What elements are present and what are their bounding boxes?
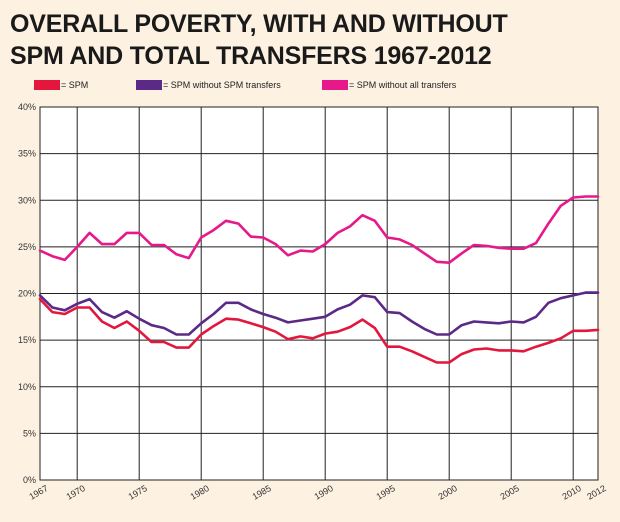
y-tick-label: 25% (18, 242, 36, 252)
legend-label-spm-without-spm-transfers: = SPM without SPM transfers (163, 80, 281, 90)
y-tick-label: 40% (18, 102, 36, 112)
legend-item-spm-without-spm-transfers: = SPM without SPM transfers (136, 80, 281, 90)
x-tick-label: 2012 (585, 483, 607, 502)
y-tick-label: 10% (18, 382, 36, 392)
x-tick-label: 1967 (27, 483, 49, 502)
legend-item-spm-without-all-transfers: = SPM without all transfers (322, 80, 456, 90)
x-tick-label: 1970 (65, 483, 87, 502)
legend-item-spm: = SPM (34, 80, 88, 90)
x-tick-label: 1980 (189, 483, 211, 502)
chart-title: OVERALL POVERTY, WITH AND WITHOUT SPM AN… (10, 8, 610, 72)
x-tick-label: 1990 (313, 483, 335, 502)
x-tick-label: 1985 (251, 483, 273, 502)
x-tick-label: 1995 (375, 483, 397, 502)
y-tick-label: 35% (18, 149, 36, 159)
legend-swatch-spm (34, 80, 60, 90)
x-tick-label: 2000 (437, 483, 459, 502)
y-tick-label: 5% (23, 428, 36, 438)
legend: = SPM = SPM without SPM transfers = SPM … (0, 80, 620, 96)
x-tick-label: 2005 (499, 483, 521, 502)
y-tick-label: 15% (18, 335, 36, 345)
y-tick-label: 20% (18, 289, 36, 299)
series-line-spm-without-all-transfers (38, 195, 600, 265)
legend-label-spm-without-all-transfers: = SPM without all transfers (349, 80, 457, 90)
chart-title-line-1: OVERALL POVERTY, WITH AND WITHOUT (10, 10, 508, 38)
y-tick-label: 0% (23, 475, 36, 485)
legend-swatch-spm-without-all-transfers (322, 80, 348, 90)
y-tick-label: 30% (18, 195, 36, 205)
series-line-spm-without-spm-transfers (38, 291, 600, 336)
legend-swatch-spm-without-spm-transfers (136, 80, 162, 90)
legend-label-spm: = SPM (61, 80, 89, 90)
chart-title-line-2: SPM AND TOTAL TRANSFERS 1967-2012 (10, 42, 492, 70)
x-tick-label: 1975 (127, 483, 149, 502)
x-tick-label: 2010 (561, 483, 583, 502)
series-line-spm (38, 297, 600, 364)
